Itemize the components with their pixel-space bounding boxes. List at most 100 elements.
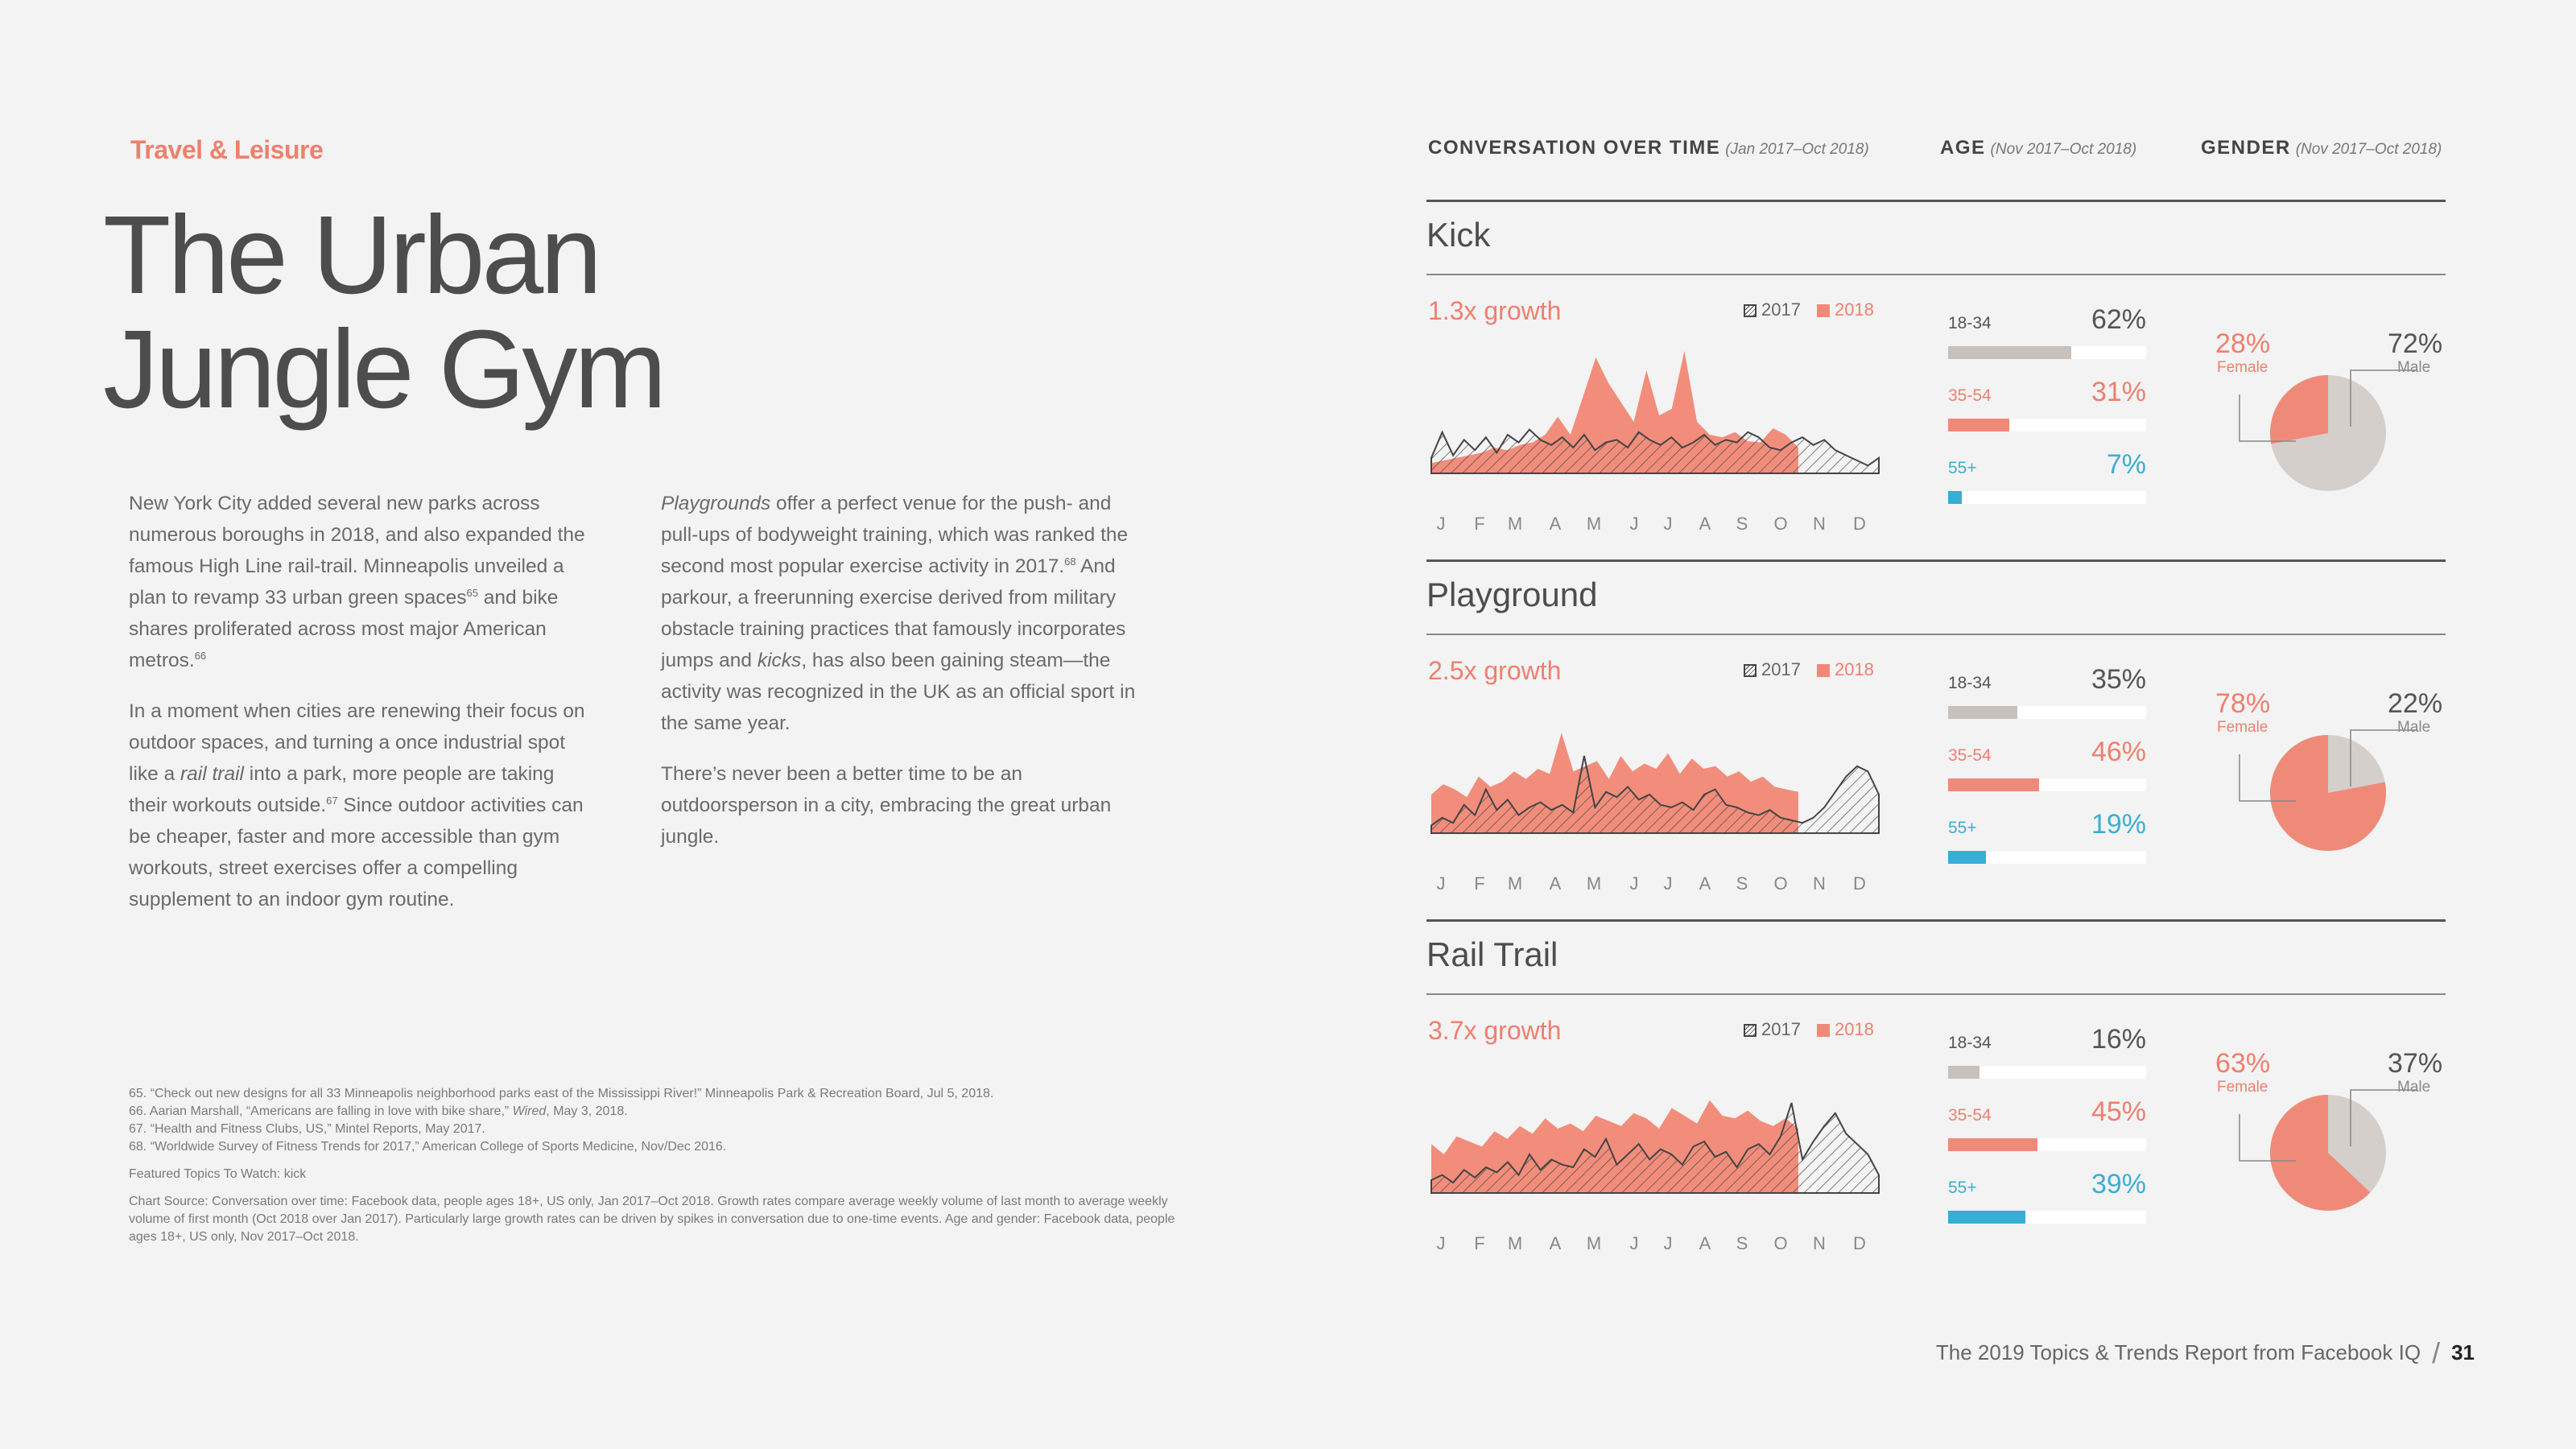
month-label: S bbox=[1736, 1233, 1748, 1253]
female-label: Female bbox=[2217, 719, 2268, 736]
month-label: M bbox=[1586, 1233, 1602, 1253]
legend-2018: 2018 bbox=[1834, 299, 1874, 320]
series-2017-area bbox=[1430, 1102, 1880, 1194]
growth-label: 2.5x growth bbox=[1428, 656, 1562, 685]
month-label: M bbox=[1507, 514, 1523, 534]
month-label: F bbox=[1474, 1233, 1485, 1253]
month-label: N bbox=[1813, 1233, 1826, 1253]
month-label: F bbox=[1474, 873, 1485, 894]
footnote: 65. “Check out new designs for all 33 Mi… bbox=[129, 1087, 994, 1100]
month-label: J bbox=[1629, 1233, 1639, 1253]
age-percent: 62% bbox=[2091, 304, 2146, 335]
female-slice bbox=[2270, 1095, 2371, 1211]
section-category: Travel & Leisure bbox=[130, 135, 324, 164]
header-age-label: AGE bbox=[1940, 137, 1986, 159]
month-label: A bbox=[1699, 514, 1711, 534]
paragraph: Playgrounds offer a perfect venue for th… bbox=[661, 493, 1136, 734]
header-age-range: (Nov 2017–Oct 2018) bbox=[1990, 141, 2137, 158]
age-bar-fill bbox=[1948, 346, 2071, 359]
header-gender: GENDER (Nov 2017–Oct 2018) bbox=[2201, 137, 2442, 159]
topic-title: Kick bbox=[1426, 216, 1491, 254]
month-label: J bbox=[1436, 873, 1446, 894]
legend-2018-swatch bbox=[1816, 1024, 1830, 1037]
month-label: O bbox=[1773, 514, 1788, 534]
age-label: 55+ bbox=[1948, 819, 1977, 837]
month-label: O bbox=[1773, 873, 1788, 894]
month-label: J bbox=[1663, 873, 1673, 894]
topic-title: Rail Trail bbox=[1426, 935, 1558, 973]
paragraph: New York City added several new parks ac… bbox=[129, 493, 585, 671]
age-bar-fill bbox=[1948, 491, 1963, 504]
female-leader-line bbox=[2239, 754, 2296, 802]
month-label: S bbox=[1736, 514, 1748, 534]
month-label: J bbox=[1629, 514, 1639, 534]
featured-topics: Featured Topics To Watch: kick bbox=[129, 1167, 307, 1181]
age-bar-fill bbox=[1948, 1211, 2025, 1224]
footer-slash: / bbox=[2432, 1336, 2441, 1369]
conversation-chart bbox=[1430, 351, 1880, 474]
legend-2018-swatch bbox=[1816, 304, 1830, 317]
month-label: D bbox=[1853, 873, 1866, 894]
month-label: D bbox=[1853, 514, 1866, 534]
age-percent: 46% bbox=[2091, 737, 2146, 767]
header-conversation-label: CONVERSATION OVER TIME bbox=[1428, 137, 1721, 159]
female-slice bbox=[2270, 735, 2386, 851]
age-label: 55+ bbox=[1948, 1179, 1977, 1197]
male-leader-line bbox=[2350, 369, 2417, 427]
legend-2017: 2017 bbox=[1761, 659, 1801, 679]
age-bar-fill bbox=[1948, 706, 2018, 719]
month-label: A bbox=[1699, 1233, 1711, 1253]
male-label: Male bbox=[2397, 359, 2431, 376]
month-label: J bbox=[1663, 514, 1673, 534]
male-leader-line bbox=[2350, 1089, 2417, 1146]
male-label: Male bbox=[2397, 719, 2431, 736]
male-percent: 72% bbox=[2388, 328, 2443, 359]
page-footer: The 2019 Topics & Trends Report from Fac… bbox=[1936, 1336, 2475, 1370]
gender-pie bbox=[2239, 729, 2417, 851]
age-percent: 39% bbox=[2091, 1169, 2146, 1199]
age-label: 35-54 bbox=[1948, 746, 1992, 765]
female-percent: 78% bbox=[2215, 688, 2271, 719]
gender-pie bbox=[2239, 1089, 2417, 1211]
month-label: J bbox=[1629, 873, 1639, 894]
month-label: M bbox=[1507, 1233, 1523, 1253]
month-label: M bbox=[1507, 873, 1523, 894]
topic-title: Playground bbox=[1426, 576, 1598, 613]
age-label: 18-34 bbox=[1948, 314, 1992, 332]
age-percent: 35% bbox=[2091, 664, 2146, 695]
section-divider bbox=[1426, 559, 2446, 562]
body-column-2: Playgrounds offer a perfect venue for th… bbox=[661, 488, 1152, 872]
footnote: 67. “Health and Fitness Clubs, US,” Mint… bbox=[129, 1122, 485, 1136]
growth-label: 3.7x growth bbox=[1428, 1016, 1562, 1045]
age-bar-fill bbox=[1948, 419, 2010, 431]
age-percent: 31% bbox=[2091, 377, 2146, 407]
section-divider bbox=[1426, 919, 2446, 922]
footer-report-title: The 2019 Topics & Trends Report from Fac… bbox=[1935, 1340, 2421, 1364]
legend-2017-swatch bbox=[1744, 664, 1757, 677]
female-label: Female bbox=[2217, 359, 2268, 376]
age-bar-fill bbox=[1948, 851, 1986, 864]
age-bar-track bbox=[1948, 851, 2146, 864]
age-label: 18-34 bbox=[1948, 674, 1992, 692]
age-label: 55+ bbox=[1948, 459, 1977, 477]
month-label: J bbox=[1436, 514, 1446, 534]
age-bar-fill bbox=[1948, 1066, 1980, 1079]
month-label: N bbox=[1813, 514, 1826, 534]
conversation-chart bbox=[1430, 1100, 1880, 1194]
male-label: Male bbox=[2397, 1079, 2431, 1096]
female-percent: 28% bbox=[2215, 328, 2271, 359]
age-percent: 7% bbox=[2106, 449, 2146, 480]
series-2017-area bbox=[1430, 428, 1880, 474]
month-label: D bbox=[1853, 1233, 1866, 1253]
age-bar-track bbox=[1948, 1211, 2146, 1224]
month-label: A bbox=[1549, 514, 1562, 534]
topic-divider bbox=[1426, 634, 2446, 635]
series-2017-area bbox=[1430, 755, 1880, 834]
age-percent: 45% bbox=[2091, 1096, 2146, 1127]
header-conversation: CONVERSATION OVER TIME (Jan 2017–Oct 2018… bbox=[1428, 137, 1869, 159]
month-label: A bbox=[1699, 873, 1711, 894]
age-label: 35-54 bbox=[1948, 386, 1992, 405]
legend-2017-swatch bbox=[1744, 1024, 1757, 1037]
